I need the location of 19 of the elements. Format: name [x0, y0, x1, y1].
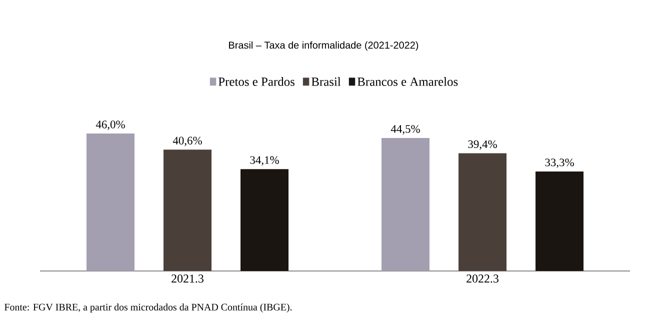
bar: [86, 134, 135, 271]
data-label: 39,4%: [468, 140, 497, 150]
bar: [458, 153, 507, 271]
x-tick-label: 2022.3: [466, 274, 498, 283]
legend-label: Brancos e Amarelos: [357, 77, 458, 86]
data-label: 34,1%: [250, 156, 279, 166]
x-tick-label: 2021.3: [172, 274, 204, 283]
legend-label: Pretos e Pardos: [218, 77, 294, 86]
data-label: 33,3%: [545, 158, 574, 168]
bar: [164, 150, 212, 271]
chart-title: Brasil – Taxa de informalidade (2021-2022): [229, 41, 418, 51]
bar: [240, 169, 289, 271]
data-label: 46,0%: [96, 120, 125, 130]
bar: [536, 171, 584, 271]
data-label: 40,6%: [172, 136, 202, 146]
bar: [382, 138, 430, 271]
source-note: Fonte: FGV IBRE, a partir dos microdados da PNAD Contínua (IBGE).: [4, 303, 292, 313]
data-label: 44,5%: [390, 125, 420, 134]
legend-label: Brasil: [312, 77, 341, 86]
